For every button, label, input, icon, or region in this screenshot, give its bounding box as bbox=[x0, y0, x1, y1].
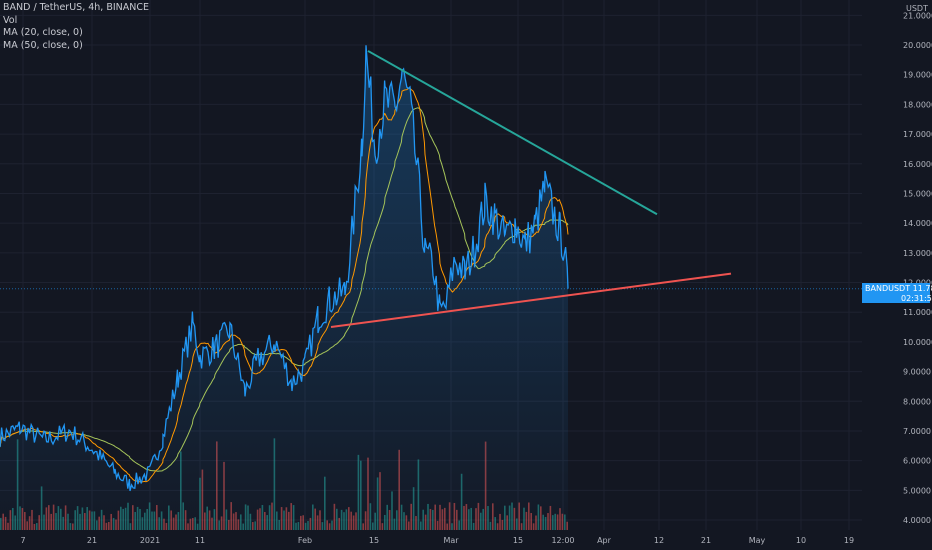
x-tick-label: 12:00 bbox=[551, 536, 574, 545]
currency-label: USDT bbox=[906, 4, 928, 13]
y-tick-label: 11.0000 bbox=[903, 308, 932, 317]
x-tick-label: 21 bbox=[87, 536, 97, 545]
x-tick-label: 15 bbox=[369, 536, 379, 545]
y-tick-label: 10.0000 bbox=[903, 338, 932, 347]
y-tick-label: 15.0000 bbox=[903, 189, 932, 198]
y-tick-label: 14.0000 bbox=[903, 219, 932, 228]
y-tick-label: 6.0000 bbox=[903, 457, 931, 466]
price-area bbox=[0, 45, 568, 531]
x-tick-label: Feb bbox=[298, 536, 312, 545]
price-line bbox=[0, 45, 569, 492]
legend-ma20[interactable]: MA (20, close, 0) bbox=[3, 27, 83, 39]
y-tick-label: 5.0000 bbox=[903, 486, 931, 495]
x-tick-label: 10 bbox=[796, 536, 806, 545]
badge-countdown: 02:31:51 bbox=[901, 293, 932, 303]
y-tick-label: 9.0000 bbox=[903, 368, 931, 377]
y-tick-label: 8.0000 bbox=[903, 397, 931, 406]
badge-price: 11.7880 bbox=[912, 284, 932, 293]
legend-volume[interactable]: Vol bbox=[3, 14, 18, 26]
y-tick-label: 16.0000 bbox=[903, 160, 932, 169]
x-tick-label: 15 bbox=[513, 536, 523, 545]
x-tick-label: May bbox=[749, 536, 766, 545]
y-tick-label: 4.0000 bbox=[903, 516, 931, 525]
y-tick-label: 7.0000 bbox=[903, 427, 931, 436]
badge-symbol: BANDUSDT bbox=[865, 284, 911, 293]
y-tick-label: 21.0000 bbox=[903, 11, 932, 20]
y-tick-label: 13.0000 bbox=[903, 249, 932, 258]
support-trendline bbox=[330, 272, 732, 329]
ma50-line bbox=[0, 107, 569, 472]
legend-ma50[interactable]: MA (50, close, 0) bbox=[3, 39, 83, 51]
x-tick-label: 21 bbox=[701, 536, 711, 545]
x-tick-label: 2021 bbox=[140, 536, 160, 545]
x-tick-label: 12 bbox=[654, 536, 664, 545]
chart-legend: BAND / TetherUS, 4h, BINANCE Vol MA (20,… bbox=[3, 2, 149, 52]
x-tick-label: 19 bbox=[844, 536, 854, 545]
legend-symbol[interactable]: BAND / TetherUS, 4h, BINANCE bbox=[3, 2, 150, 13]
resistance-trendline bbox=[367, 50, 658, 216]
y-tick-label: 19.0000 bbox=[903, 71, 932, 80]
y-tick-label: 18.0000 bbox=[903, 100, 932, 109]
y-tick-label: 17.0000 bbox=[903, 130, 932, 139]
x-tick-label: Mar bbox=[443, 536, 459, 545]
ma20-line bbox=[0, 87, 569, 483]
x-tick-label: 11 bbox=[195, 536, 205, 545]
x-tick-label: 7 bbox=[20, 536, 25, 545]
current-price-badge: BANDUSDT 11.7880 02:31:51 bbox=[862, 283, 932, 303]
x-tick-label: Apr bbox=[597, 536, 612, 545]
y-tick-label: 20.0000 bbox=[903, 41, 932, 50]
